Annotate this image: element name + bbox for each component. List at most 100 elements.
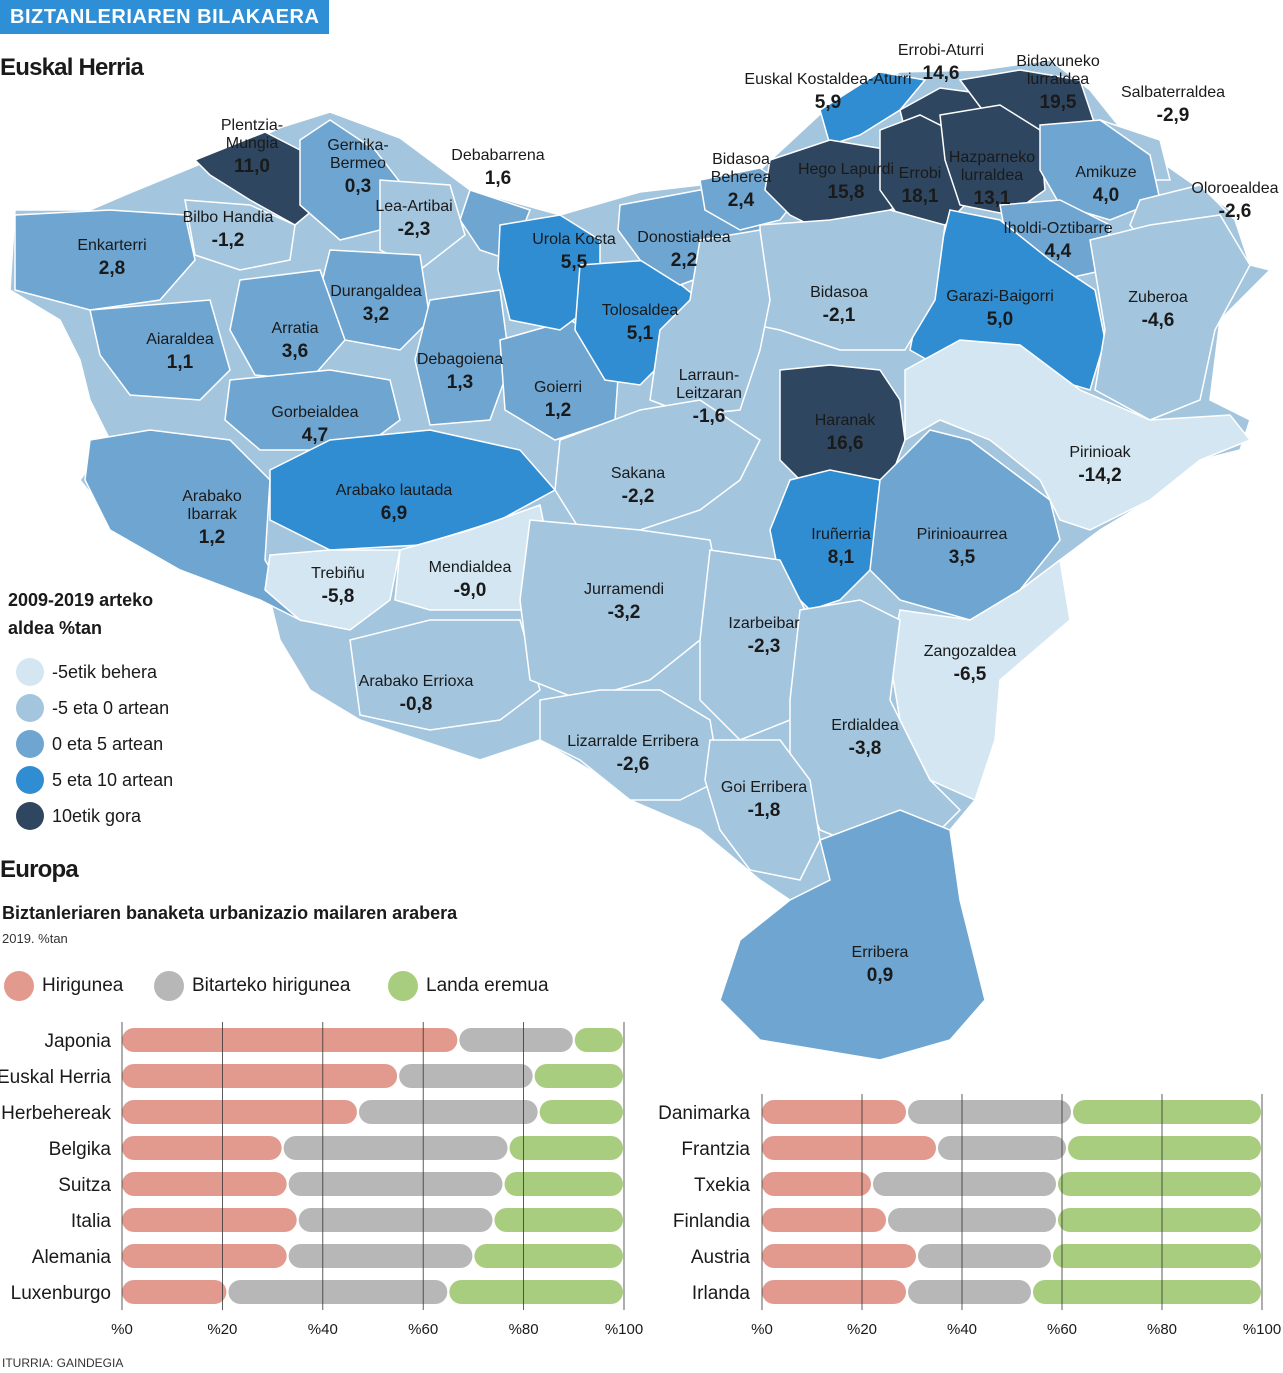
grid-panel-2 xyxy=(761,1094,1263,1310)
category-label: Japonia xyxy=(44,1031,111,1052)
region-name-erdialdea: Erdialdea xyxy=(831,717,899,734)
bar-segment-landa-eremua xyxy=(1058,1172,1261,1196)
x-tick-label: %40 xyxy=(308,1321,338,1338)
bar-segment-landa-eremua xyxy=(539,1100,623,1124)
bar-segment-landa-eremua xyxy=(509,1136,623,1160)
category-label: Austria xyxy=(691,1247,751,1268)
map-legend-item: 5 eta 10 artean xyxy=(16,766,173,794)
region-name-lizarralde-erribera: Lizarralde Erribera xyxy=(567,733,699,750)
legend-landa: Landa eremua xyxy=(388,970,549,1002)
bar-segment-landa-eremua xyxy=(449,1280,623,1304)
map-legend-label: -5etik behera xyxy=(52,661,158,682)
bar-segment-hirigunea xyxy=(122,1136,282,1160)
bar-segment-hirigunea xyxy=(762,1280,906,1304)
legend-label-landa: Landa eremua xyxy=(426,975,549,996)
region-value-iholdi-oztibarre: 4,4 xyxy=(1045,241,1072,262)
region-name-mendialdea: Mendialdea xyxy=(429,559,512,576)
chart-title: Biztanleriaren banaketa urbanizazio mail… xyxy=(2,903,458,923)
category-label: Irlanda xyxy=(692,1283,751,1304)
category-label: Alemania xyxy=(32,1247,112,1268)
region-shape-erribera xyxy=(719,809,986,1061)
region-name-goi-erribera: Goi Erribera xyxy=(721,779,807,796)
region-name-bilbo-handia: Bilbo Handia xyxy=(183,209,274,226)
bar-segment-bitarteko-hirigunea xyxy=(399,1064,533,1088)
region-name-durangaldea: Durangaldea xyxy=(330,283,422,300)
bar-segment-bitarteko-hirigunea xyxy=(228,1280,448,1304)
region-value-pirinioaurrea: 3,5 xyxy=(949,547,976,568)
category-label: Italia xyxy=(71,1211,112,1232)
region-name-gorbeialdea: Gorbeialdea xyxy=(271,404,358,421)
region-name-errobi: Errobi xyxy=(899,165,942,182)
map-legend-title: 2009-2019 arteko aldea %tan xyxy=(8,590,154,638)
region-name-salbaterraldea: Salbaterraldea xyxy=(1121,84,1225,101)
region-value-erdialdea: -3,8 xyxy=(849,738,882,759)
region-value-debagoiena: 1,3 xyxy=(447,372,473,393)
bar-segment-bitarteko-hirigunea xyxy=(298,1208,493,1232)
banner-title: BIZTANLERIAREN BILAKAERA xyxy=(0,0,330,34)
region-name-pirinioaurrea: Pirinioaurrea xyxy=(917,526,1008,543)
region-value-erribera: 0,9 xyxy=(867,965,893,986)
region-name-tolosaldea: Tolosaldea xyxy=(602,302,679,319)
region-shape-amikuze xyxy=(1039,119,1161,221)
x-tick-label: %60 xyxy=(408,1321,438,1338)
bar-segment-landa-eremua xyxy=(1053,1244,1261,1268)
category-label: Euskal Herria xyxy=(0,1067,111,1088)
region-shape-irunerria xyxy=(769,469,891,611)
map-legend-label: 10etik gora xyxy=(52,805,142,826)
bar-segment-landa-eremua xyxy=(494,1208,623,1232)
region-value-durangaldea: 3,2 xyxy=(363,304,389,325)
map-legend-item: -5etik behera xyxy=(16,658,157,686)
region-value-errobi-aturri: 14,6 xyxy=(923,63,960,84)
x-tick-label: %20 xyxy=(847,1321,877,1338)
region-value-bidasoa: -2,1 xyxy=(823,305,856,326)
map-legend-item: 10etik gora xyxy=(16,802,141,830)
bar-segment-bitarteko-hirigunea xyxy=(908,1100,1071,1124)
category-label: Frantzia xyxy=(681,1139,750,1160)
region-name-plentzia-mungia: Plentzia-Mungia xyxy=(221,117,283,152)
region-shape-arabako-errioxa xyxy=(349,619,541,731)
region-shape-goi-erribera xyxy=(704,739,821,881)
map-legend-swatch xyxy=(16,730,44,758)
map-legend-swatch xyxy=(16,658,44,686)
x-tick-label: %100 xyxy=(1243,1321,1281,1338)
region-name-irunerria: Iruñerria xyxy=(811,526,871,543)
bar-segment-bitarteko-hirigunea xyxy=(918,1244,1051,1268)
map-legend-swatch xyxy=(16,694,44,722)
region-shape-arabako-lautada xyxy=(269,429,557,551)
bar-segment-bitarteko-hirigunea xyxy=(288,1172,503,1196)
map-legend-swatch xyxy=(16,766,44,794)
region-name-iholdi-oztibarre: Iholdi-Oztibarre xyxy=(1003,220,1112,237)
map-legend-label: 5 eta 10 artean xyxy=(52,769,174,790)
bar-segment-hirigunea xyxy=(122,1208,297,1232)
region-value-pirinioak: -14,2 xyxy=(1078,465,1121,486)
bar-segment-landa-eremua xyxy=(1058,1208,1261,1232)
bar-segment-landa-eremua xyxy=(1033,1280,1261,1304)
region-shape-lea-artibai xyxy=(379,179,466,271)
category-label: Finlandia xyxy=(673,1211,751,1232)
bar-segment-hirigunea xyxy=(122,1028,458,1052)
region-name-oloroealdea: Oloroealdea xyxy=(1191,180,1278,197)
region-value-bidasoa-beherea: 2,4 xyxy=(728,190,755,211)
region-value-gernika-bermeo: 0,3 xyxy=(345,176,371,197)
map-legend-item: 0 eta 5 artean xyxy=(16,730,163,758)
region-shape-trebinu xyxy=(264,549,401,631)
region-name-enkarterri: Enkarterri xyxy=(77,237,146,254)
region-name-arratia: Arratia xyxy=(271,320,318,337)
region-value-errobi: 18,1 xyxy=(902,186,939,207)
region-name-arabako-errioxa: Arabako Errioxa xyxy=(359,673,474,690)
bar-segment-hirigunea xyxy=(762,1136,936,1160)
region-name-pirinioak: Pirinioak xyxy=(1069,444,1131,461)
x-tick-label: %60 xyxy=(1047,1321,1077,1338)
region-name-trebinu: Trebiñu xyxy=(311,565,365,582)
x-tick-label: %80 xyxy=(509,1321,539,1338)
category-label: Suitza xyxy=(58,1175,111,1196)
region-name-euskal-kostaldea-aturri: Euskal Kostaldea-Aturri xyxy=(744,71,911,88)
region-name-debabarrena: Debabarrena xyxy=(451,147,545,164)
region-name-zangozaldea: Zangozaldea xyxy=(924,643,1017,660)
region-shape-pirinioaurrea xyxy=(869,429,1061,621)
map-title: Euskal Herria xyxy=(0,54,144,81)
x-tick-label: %0 xyxy=(111,1321,133,1338)
bar-segment-landa-eremua xyxy=(474,1244,623,1268)
bar-segment-bitarteko-hirigunea xyxy=(283,1136,508,1160)
